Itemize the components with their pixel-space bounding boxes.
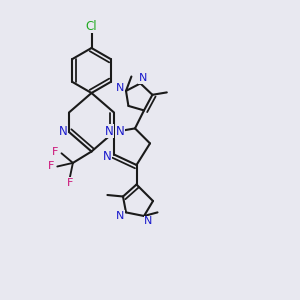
Text: N: N: [103, 149, 112, 163]
Text: N: N: [58, 125, 68, 139]
Text: F: F: [67, 178, 74, 188]
Text: N: N: [139, 73, 147, 83]
Text: F: F: [47, 161, 54, 172]
Text: N: N: [116, 83, 124, 93]
Text: Cl: Cl: [86, 20, 97, 33]
Text: N: N: [116, 125, 124, 139]
Text: N: N: [116, 211, 124, 221]
Text: F: F: [52, 147, 59, 157]
Text: N: N: [105, 125, 114, 138]
Text: N: N: [144, 216, 153, 226]
